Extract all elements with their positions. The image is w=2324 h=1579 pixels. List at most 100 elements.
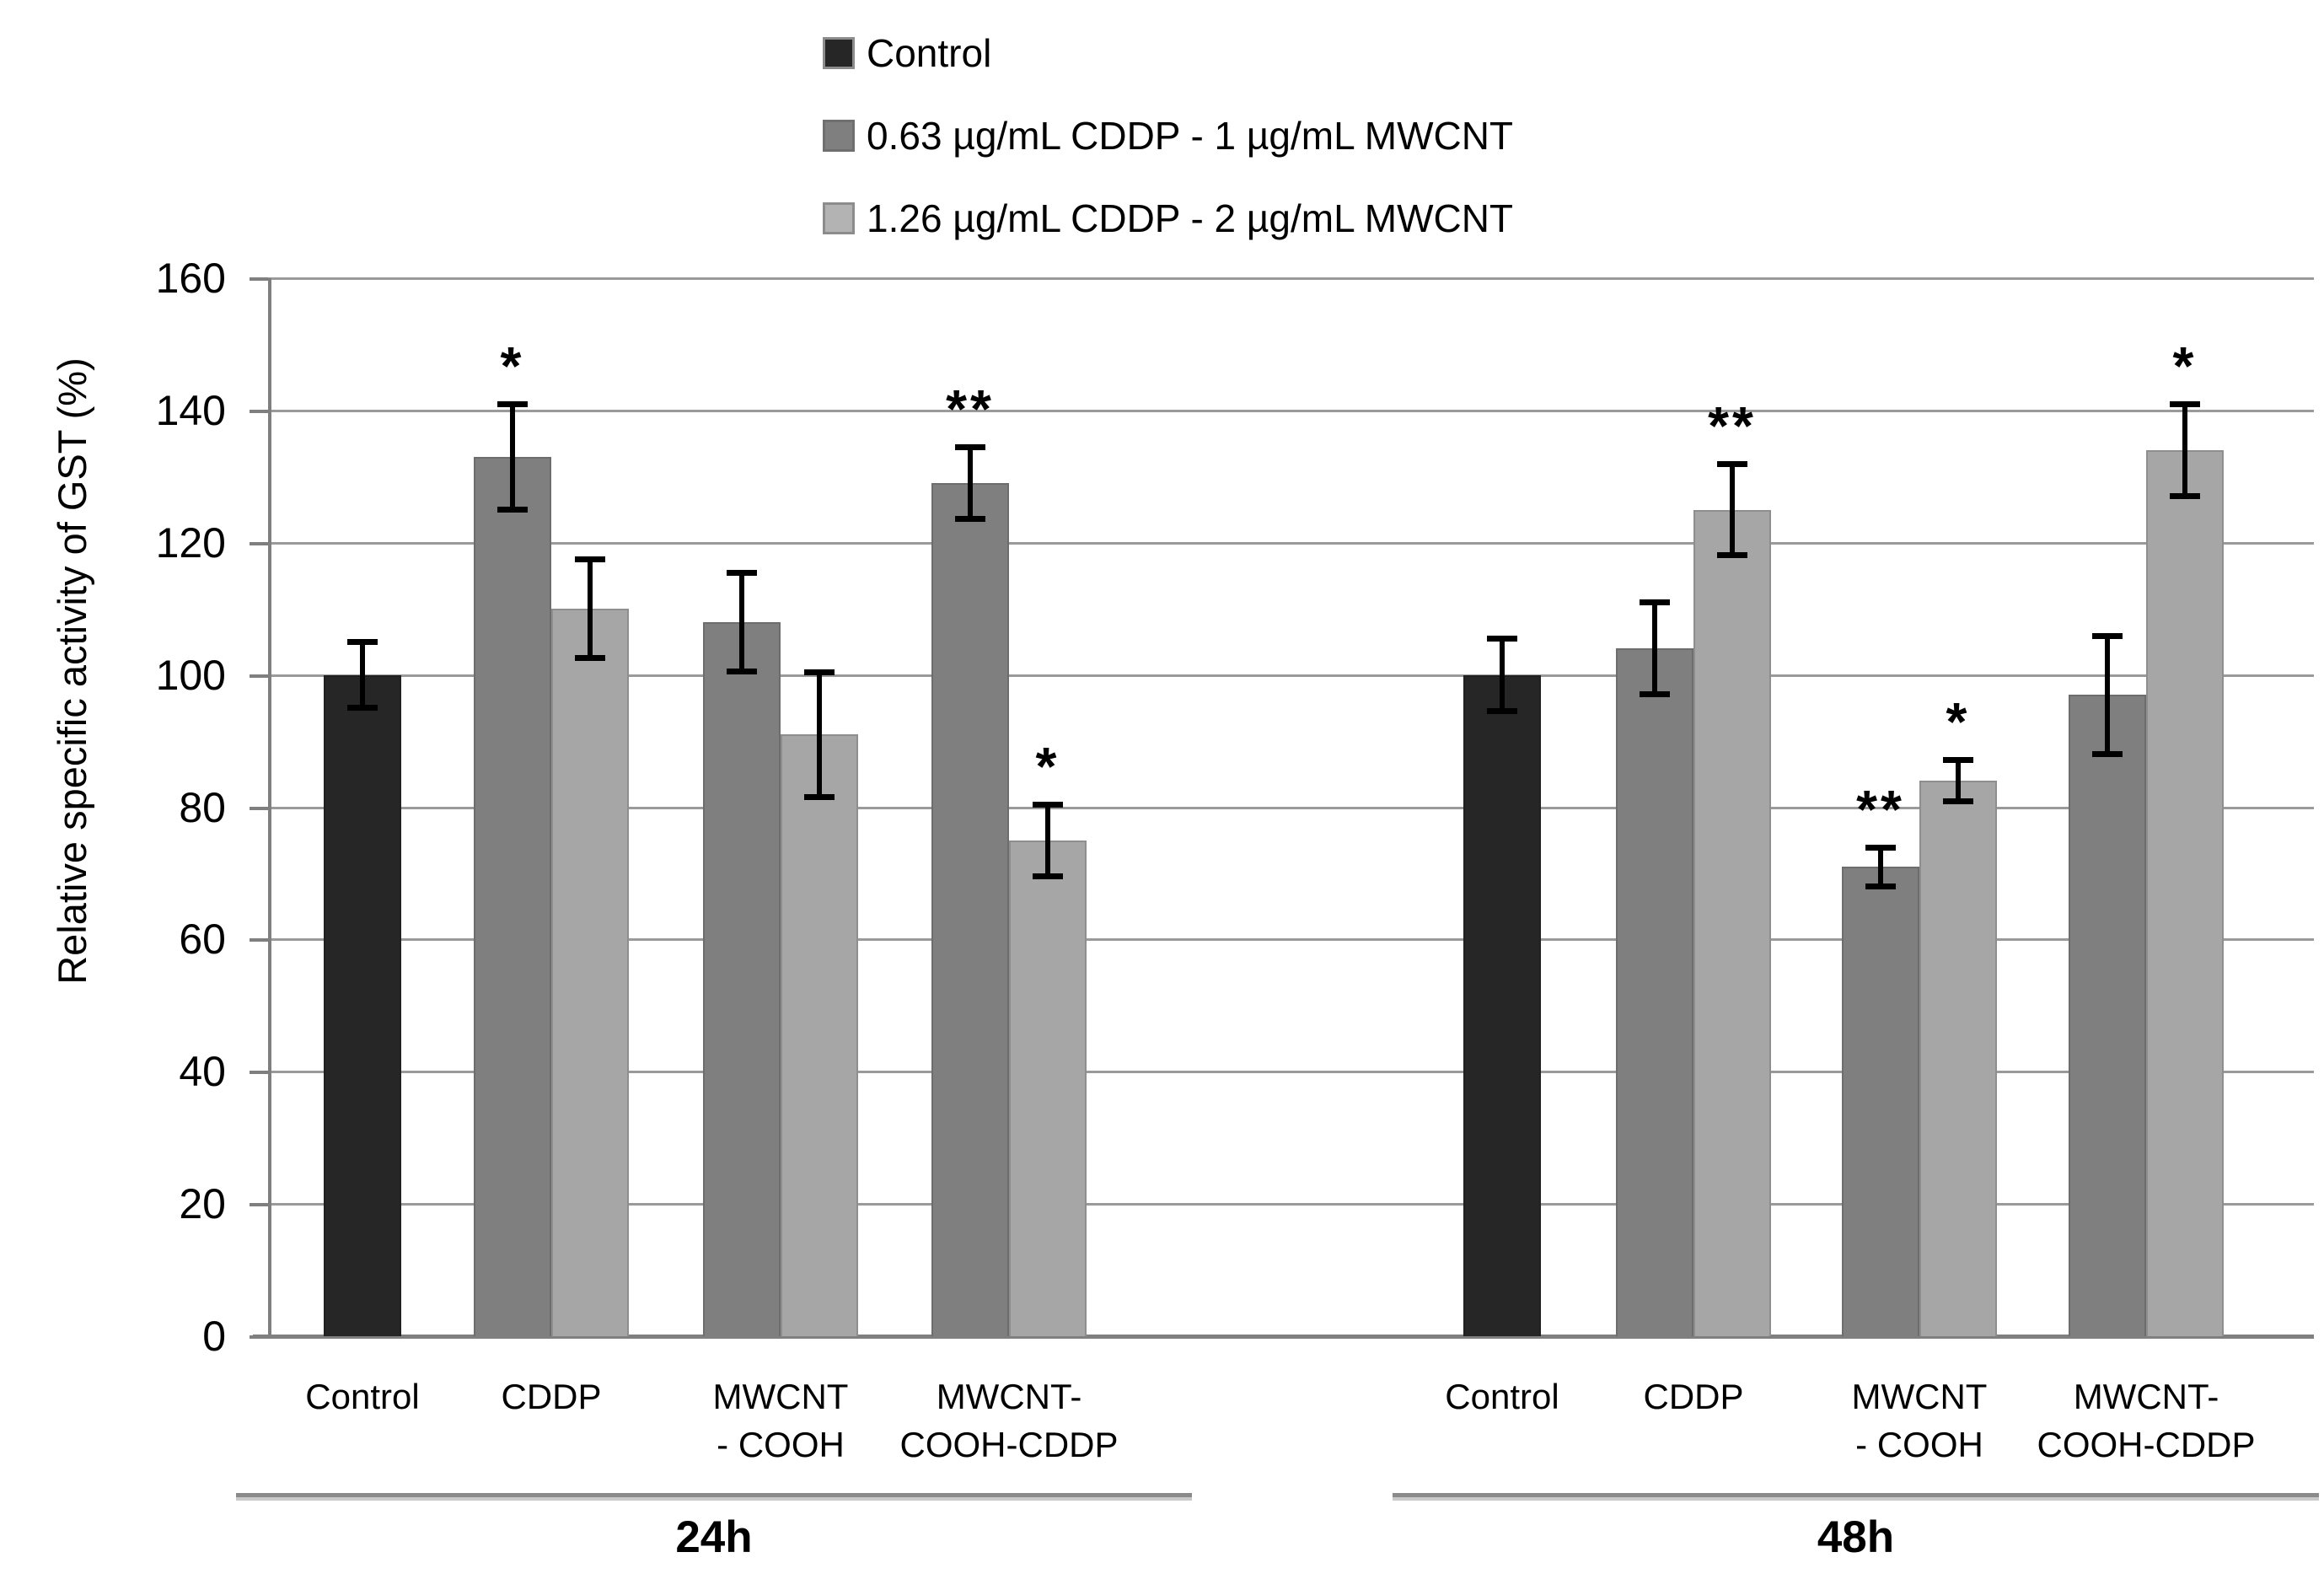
x-category-label-line: MWCNT	[712, 1377, 849, 1416]
legend-item-cddp2: 1.26 µg/mL CDDP - 2 µg/mL MWCNT	[823, 196, 1514, 240]
y-axis-tick	[250, 938, 268, 943]
error-bar	[1730, 463, 1735, 556]
error-bar-cap	[1487, 636, 1517, 642]
y-axis-tick	[250, 277, 268, 281]
gridline	[268, 541, 2314, 545]
x-category-label-line: COOH-CDDP	[2037, 1425, 2256, 1464]
x-category-label-line: CDDP	[501, 1377, 602, 1416]
error-bar	[1956, 760, 1961, 803]
group-label: 24h	[675, 1512, 753, 1562]
bar	[703, 621, 781, 1336]
error-bar	[817, 671, 822, 798]
bar	[1616, 648, 1693, 1336]
x-category-label-line: MWCNT-	[936, 1377, 1082, 1416]
x-category-label-line: Control	[305, 1377, 420, 1416]
significance-star: *	[1946, 691, 1971, 753]
error-bar-cap	[955, 444, 985, 451]
x-category-label-line: MWCNT	[1851, 1377, 1988, 1416]
x-category-label-line: Control	[1445, 1377, 1559, 1416]
bar	[1009, 840, 1087, 1336]
bar	[2146, 449, 2224, 1336]
legend-swatch-cddp2-icon	[823, 202, 855, 234]
error-bar-cap	[347, 704, 378, 711]
error-bar-cap	[804, 669, 835, 675]
y-tick-label: 160	[155, 255, 226, 302]
error-bar	[1878, 846, 1883, 887]
legend-label: 0.63 µg/mL CDDP - 1 µg/mL MWCNT	[867, 114, 1514, 158]
legend: Control 0.63 µg/mL CDDP - 1 µg/mL MWCNT …	[823, 31, 1514, 282]
error-bar-cap	[1033, 801, 1063, 808]
y-tick-label: 60	[179, 916, 226, 964]
y-axis-tick	[250, 1071, 268, 1075]
error-bar-cap	[1943, 757, 1973, 764]
group-label: 48h	[1817, 1512, 1895, 1562]
legend-item-cddp1: 0.63 µg/mL CDDP - 1 µg/mL MWCNT	[823, 114, 1514, 158]
group-underline-shadow	[236, 1497, 1192, 1501]
bar	[1463, 674, 1541, 1336]
error-bar	[968, 447, 973, 520]
y-tick-label: 40	[179, 1048, 226, 1096]
bar	[2069, 695, 2146, 1336]
y-axis-line	[268, 278, 271, 1339]
x-category-label: CDDP	[400, 1372, 703, 1421]
error-bar-cap	[347, 639, 378, 646]
error-bar-cap	[1640, 691, 1670, 698]
error-bar-cap	[804, 793, 835, 800]
error-bar-cap	[727, 570, 757, 577]
x-category-label: CDDP	[1542, 1372, 1845, 1421]
error-bar-cap	[2170, 401, 2200, 408]
error-bar	[2105, 635, 2110, 755]
gridline	[268, 674, 2314, 677]
error-bar	[588, 559, 593, 659]
y-axis-tick	[250, 1203, 268, 1207]
bar	[324, 674, 401, 1336]
bar	[474, 456, 551, 1336]
error-bar-cap	[1640, 599, 1670, 606]
error-bar-cap	[955, 516, 985, 523]
significance-star: **	[946, 379, 995, 440]
error-bar-cap	[1865, 844, 1896, 851]
gridline	[268, 806, 2314, 809]
x-category-label: MWCNT- COOH-CDDP	[1994, 1372, 2298, 1469]
gridline	[268, 277, 2314, 280]
y-tick-label: 80	[179, 783, 226, 831]
y-axis-tick	[250, 806, 268, 810]
y-axis-tick	[250, 541, 268, 545]
error-bar	[510, 404, 515, 510]
error-bar-cap	[497, 401, 528, 408]
legend-label: 1.26 µg/mL CDDP - 2 µg/mL MWCNT	[867, 196, 1514, 240]
x-category-label-line: - COOH	[1855, 1425, 1983, 1464]
error-bar	[1652, 602, 1657, 696]
error-bar-cap	[1487, 707, 1517, 714]
error-bar-cap	[497, 506, 528, 513]
y-axis-tick	[250, 409, 268, 413]
error-bar	[360, 642, 365, 708]
gridline	[268, 938, 2314, 942]
x-category-label: Control	[211, 1372, 514, 1421]
x-category-label-line: MWCNT-	[2073, 1377, 2219, 1416]
group-underline-shadow	[1393, 1497, 2319, 1501]
error-bar	[1045, 803, 1050, 877]
x-category-label: MWCNT - COOH	[629, 1372, 932, 1469]
y-tick-label: 140	[155, 386, 226, 434]
error-bar-cap	[575, 655, 605, 662]
group-underline	[236, 1493, 1192, 1497]
error-bar-cap	[2170, 492, 2200, 499]
error-bar-cap	[1717, 552, 1747, 559]
legend-label: Control	[867, 31, 992, 75]
error-bar	[739, 572, 744, 672]
significance-star: *	[500, 336, 525, 397]
legend-swatch-control-icon	[823, 37, 855, 69]
x-category-label-line: - COOH	[717, 1425, 845, 1464]
gridline	[268, 1071, 2314, 1074]
bar	[1693, 509, 1771, 1336]
significance-star: **	[1856, 778, 1905, 840]
significance-star: **	[1708, 395, 1757, 456]
y-tick-label: 20	[179, 1180, 226, 1228]
error-bar-cap	[2092, 632, 2123, 639]
legend-swatch-cddp1-icon	[823, 120, 855, 152]
bar	[931, 483, 1009, 1336]
y-tick-label: 100	[155, 651, 226, 699]
gridline	[268, 1203, 2314, 1206]
significance-star: *	[1035, 735, 1060, 797]
